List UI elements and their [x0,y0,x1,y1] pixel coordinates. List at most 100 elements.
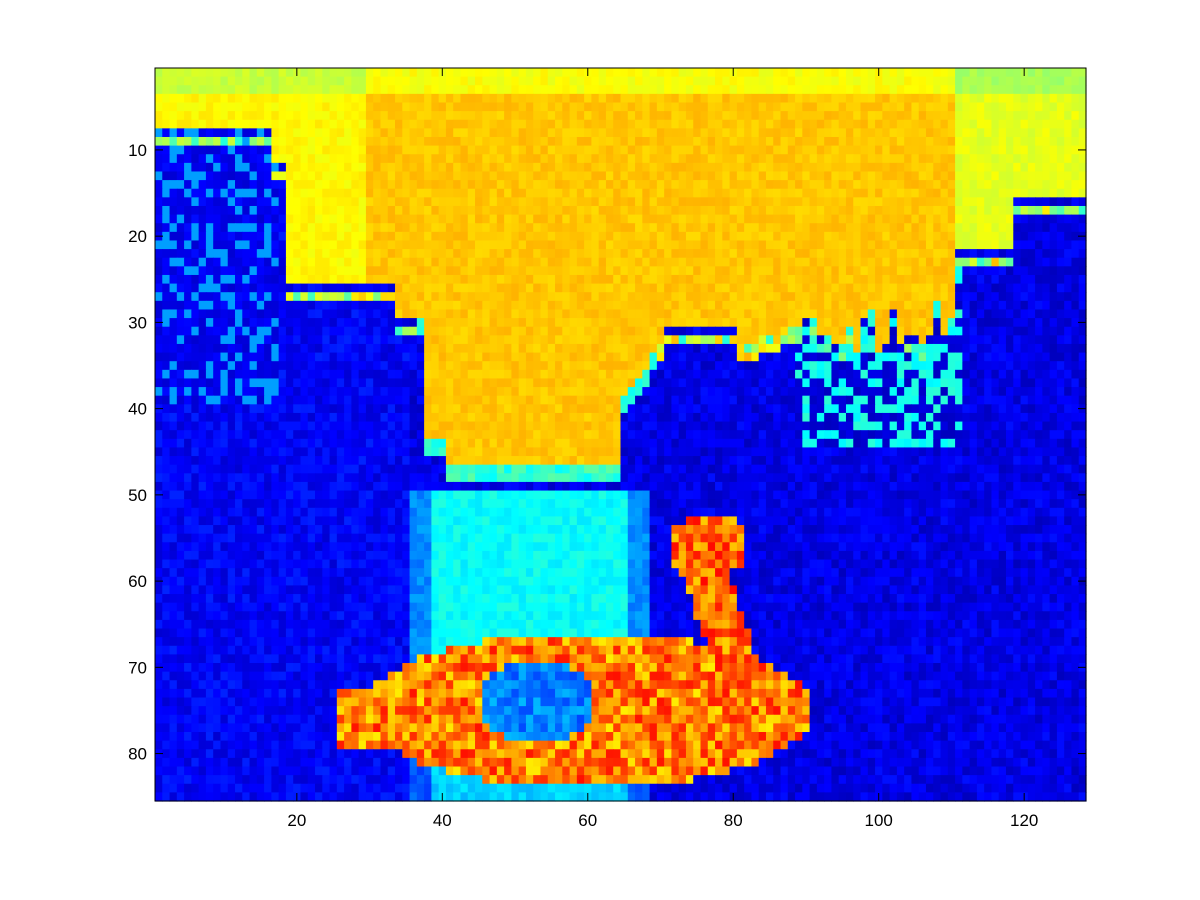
heatmap-cell [249,283,258,293]
heatmap-cell [613,283,622,293]
heatmap-cell [315,154,323,164]
heatmap-cell [402,249,411,259]
heatmap-cell [1035,249,1043,259]
heatmap-cell [707,292,716,302]
heatmap-cell [380,395,389,405]
heatmap-cell [525,68,534,78]
heatmap-cell [1013,387,1022,397]
heatmap-cell [1020,85,1029,95]
heatmap-cell [715,300,723,311]
heatmap-cell [1078,136,1087,147]
heatmap-cell [249,369,258,380]
heatmap-cell [511,136,520,147]
heatmap-cell [511,300,520,311]
heatmap-cell [496,387,505,397]
heatmap-cell [904,76,913,86]
heatmap-cell [700,102,709,112]
heatmap-cell [693,145,702,155]
heatmap-cell [1027,395,1036,405]
heatmap-cell [744,205,753,216]
heatmap-cell [344,214,352,224]
heatmap-cell [671,309,680,319]
heatmap-cell [605,93,614,104]
heatmap-cell [787,266,796,276]
heatmap-cell [998,223,1007,233]
heatmap-cell [933,318,942,328]
heatmap-cell [540,214,549,224]
heatmap-cell [998,171,1007,181]
heatmap-cell [765,188,774,198]
heatmap-cell [380,361,389,371]
heatmap-cell [765,85,774,95]
heatmap-cell [191,128,200,138]
heatmap-cell [373,76,382,86]
heatmap-cell [736,292,745,302]
heatmap-cell [365,378,374,388]
heatmap-cell [278,180,287,190]
heatmap-cell [715,361,723,371]
heatmap-cell [278,352,287,362]
heatmap-cell [460,223,469,233]
heatmap-cell [1042,361,1051,371]
heatmap-cell [700,197,709,207]
heatmap-cell [613,223,622,233]
heatmap-cell [1027,257,1036,267]
heatmap-cell [387,68,396,78]
heatmap-cell [547,257,556,267]
heatmap-cell [525,85,534,95]
heatmap-cell [824,283,833,293]
heatmap-cell [729,128,738,138]
heatmap-cell [598,395,607,405]
heatmap-cell [402,128,411,138]
heatmap-cell [620,352,629,362]
heatmap-cell [875,326,883,336]
heatmap-cell [1020,240,1029,250]
heatmap-cell [845,188,854,198]
heatmap-cell [831,68,840,78]
heatmap-cell [1013,395,1022,405]
heatmap-cell [751,223,760,233]
heatmap-cell [685,369,694,380]
heatmap-cell [358,231,367,242]
heatmap-cell [525,240,534,250]
heatmap-cell [700,119,709,129]
heatmap-cell [882,387,891,397]
heatmap-cell [998,240,1007,250]
heatmap-cell [875,197,883,207]
heatmap-cell [911,214,920,224]
heatmap-cell [795,85,803,95]
heatmap-cell [416,283,425,293]
heatmap-cell [1042,326,1051,336]
heatmap-cell [256,111,265,121]
heatmap-cell [664,395,673,405]
heatmap-cell [264,102,272,112]
heatmap-cell [555,154,563,164]
heatmap-cell [867,188,876,198]
heatmap-cell [533,162,542,173]
heatmap-cell [242,180,251,190]
heatmap-cell [576,240,585,250]
heatmap-cell [1056,171,1065,181]
heatmap-cell [955,326,963,336]
heatmap-cell [700,76,709,86]
heatmap-cell [627,395,636,405]
heatmap-cell [373,111,382,121]
heatmap-cell [365,111,374,121]
heatmap-cell [205,223,214,233]
heatmap-cell [955,145,963,155]
heatmap-cell [664,240,673,250]
heatmap-cell [1064,292,1073,302]
heatmap-cell [242,223,251,233]
heatmap-cell [344,387,352,397]
heatmap-cell [758,274,767,285]
heatmap-cell [584,335,592,345]
heatmap-cell [205,249,214,259]
heatmap-cell [169,240,178,250]
heatmap-cell [307,111,316,121]
heatmap-cell [460,378,469,388]
heatmap-cell [584,154,592,164]
heatmap-cell [656,352,665,362]
heatmap-cell [358,292,367,302]
heatmap-cell [591,249,600,259]
heatmap-cell [475,145,483,155]
